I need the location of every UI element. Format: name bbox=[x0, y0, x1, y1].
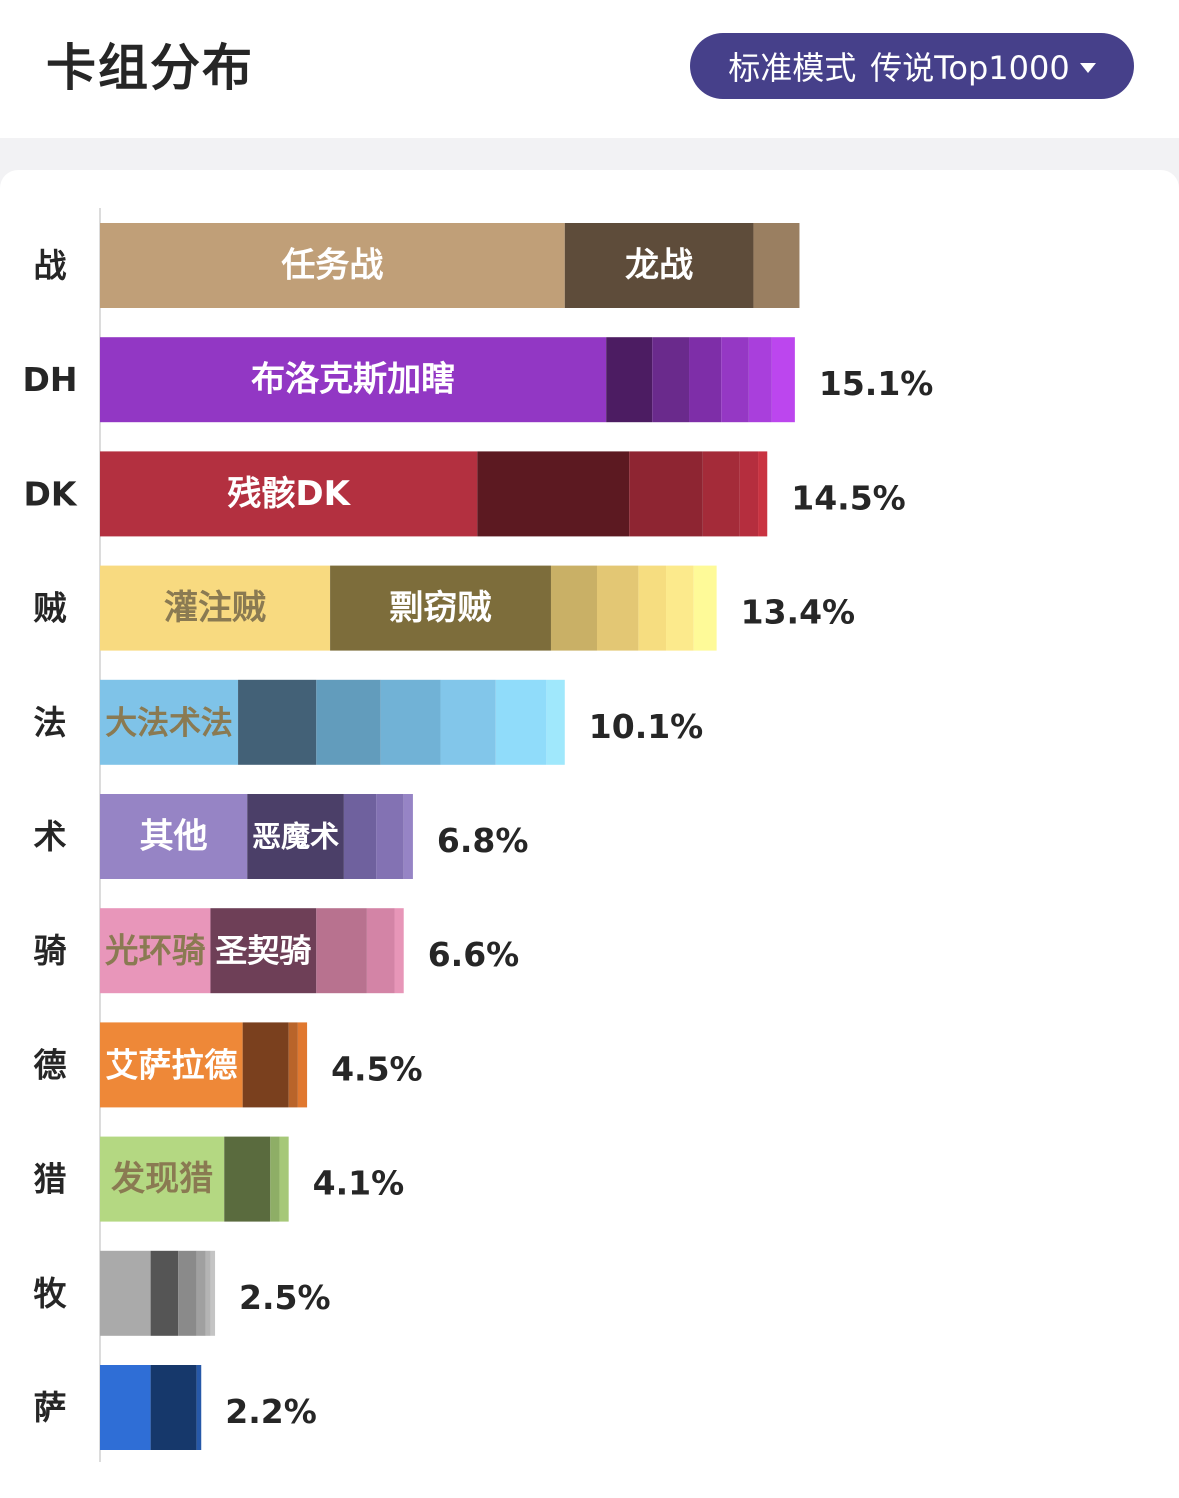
bar-segment bbox=[546, 679, 565, 765]
bar-segment bbox=[440, 679, 496, 765]
bar-segment bbox=[100, 223, 565, 308]
category-label: 猎 bbox=[34, 1160, 67, 1199]
page-title: 卡组分布 bbox=[46, 39, 254, 97]
bar-segment bbox=[596, 565, 639, 651]
segment-label: 艾萨拉德 bbox=[105, 1045, 237, 1084]
bar-segment bbox=[477, 451, 630, 537]
bar-segment bbox=[150, 1365, 197, 1450]
category-label: 术 bbox=[34, 817, 67, 856]
bar-segment bbox=[394, 908, 404, 994]
bar-segment bbox=[693, 565, 717, 651]
bar-segment bbox=[100, 1365, 151, 1450]
bar-segment bbox=[689, 337, 722, 423]
bar-segment bbox=[288, 1022, 298, 1108]
bar-segment bbox=[739, 451, 759, 537]
category-label: 贼 bbox=[34, 589, 67, 628]
bar-segment bbox=[638, 565, 667, 651]
bar-segment bbox=[210, 1250, 216, 1336]
total-percentage-label: 6.8% bbox=[437, 821, 529, 860]
bar-segment bbox=[753, 223, 800, 308]
segment-label: 任务战 bbox=[281, 246, 383, 286]
bar-segment bbox=[330, 565, 551, 651]
segment-label: 发现猎 bbox=[111, 1159, 213, 1199]
total-percentage-label: 10.1% bbox=[589, 707, 704, 746]
bar-segment bbox=[606, 337, 653, 423]
total-percentage-label: 14.5% bbox=[791, 478, 906, 517]
segment-label: 龙战 bbox=[625, 246, 693, 286]
bar-segment bbox=[666, 565, 694, 651]
total-percentage-label: 4.1% bbox=[313, 1164, 405, 1203]
bar-segment bbox=[629, 451, 703, 537]
bar-segment bbox=[196, 1365, 202, 1450]
bar-segment bbox=[748, 337, 772, 423]
category-label: 骑 bbox=[34, 931, 67, 970]
bar-segment bbox=[178, 1250, 197, 1336]
segment-label: 光环骑 bbox=[105, 931, 206, 970]
mode-rank-selector[interactable]: 标准模式 传说Top1000 bbox=[690, 33, 1134, 99]
bar-segment bbox=[403, 794, 413, 879]
bar-segment bbox=[196, 1250, 206, 1336]
bar-segment bbox=[100, 908, 211, 994]
bar-segment bbox=[771, 337, 795, 423]
bar-segment bbox=[702, 451, 740, 537]
bar-segment bbox=[100, 1022, 243, 1108]
bar-segment bbox=[224, 1136, 271, 1222]
chart-card: 战 任务战 龙战 DH 布洛克斯加瞎 15.1% DK 残骸DK 14.5% 贼 灌注贼 剽窃贼 13.… bbox=[0, 170, 1179, 1498]
total-percentage-label: 6.6% bbox=[428, 935, 520, 974]
segment-label: 布洛克斯加瞎 bbox=[251, 360, 455, 400]
segment-label: 大法术法 bbox=[105, 703, 233, 741]
bar-segment bbox=[366, 908, 395, 994]
bar-segment bbox=[758, 451, 768, 537]
bar-segment bbox=[100, 451, 478, 537]
bar-segment bbox=[247, 794, 344, 879]
segment-label: 剽窃贼 bbox=[390, 588, 492, 628]
category-label: DH bbox=[22, 360, 77, 399]
rank-label: 传说Top1000 bbox=[870, 49, 1070, 87]
stacked-bar-chart: 战 任务战 龙战 DH 布洛克斯加瞎 15.1% DK 残骸DK 14.5% 贼 灌注贼 剽窃贼 13.… bbox=[22, 208, 934, 1462]
category-label: 法 bbox=[34, 703, 67, 742]
bar-segment bbox=[721, 337, 749, 423]
caret-down-icon bbox=[1079, 63, 1096, 73]
bar-segment bbox=[343, 794, 377, 879]
bar-segment bbox=[100, 565, 331, 651]
bar-segment bbox=[100, 1136, 225, 1222]
segment-label: 残骸DK bbox=[227, 474, 351, 514]
bar-segment bbox=[238, 679, 317, 765]
bar-segment bbox=[279, 1136, 289, 1222]
header-bar: 卡组分布 标准模式 传说Top1000 bbox=[0, 0, 1179, 138]
bar-segment bbox=[100, 337, 607, 423]
total-percentage-label: 2.2% bbox=[225, 1392, 317, 1431]
bar-segment bbox=[652, 337, 690, 423]
bar-segment bbox=[242, 1022, 289, 1108]
bar-segment bbox=[550, 565, 597, 651]
bar-segment bbox=[297, 1022, 308, 1108]
bar-segment bbox=[380, 679, 441, 765]
bar-segment bbox=[564, 223, 754, 308]
bar-segment bbox=[100, 1250, 151, 1336]
total-percentage-label: 4.5% bbox=[331, 1049, 423, 1088]
mode-label: 标准模式 bbox=[728, 49, 857, 87]
category-label: 萨 bbox=[34, 1388, 67, 1427]
category-label: 德 bbox=[34, 1045, 67, 1084]
segment-label: 圣契骑 bbox=[215, 932, 311, 970]
total-percentage-label: 2.5% bbox=[239, 1278, 331, 1317]
bar-segment bbox=[316, 679, 381, 765]
bar-segment bbox=[316, 908, 367, 994]
bar-segment bbox=[150, 1250, 179, 1336]
category-label: 牧 bbox=[34, 1274, 68, 1313]
segment-label: 恶魔术 bbox=[252, 820, 339, 854]
bar-segment bbox=[100, 794, 248, 879]
segment-label: 其他 bbox=[140, 817, 208, 857]
bar-segment bbox=[205, 1250, 211, 1336]
total-percentage-label: 15.1% bbox=[819, 364, 934, 403]
total-percentage-label: 13.4% bbox=[741, 593, 856, 632]
segment-label: 灌注贼 bbox=[164, 588, 266, 628]
bar-segment bbox=[210, 908, 317, 994]
bar-segment bbox=[100, 679, 239, 765]
category-label: DK bbox=[24, 474, 78, 513]
bar-segment bbox=[270, 1136, 280, 1222]
category-label: 战 bbox=[34, 246, 67, 285]
bar-segment bbox=[495, 679, 547, 765]
bar-segment bbox=[376, 794, 404, 879]
